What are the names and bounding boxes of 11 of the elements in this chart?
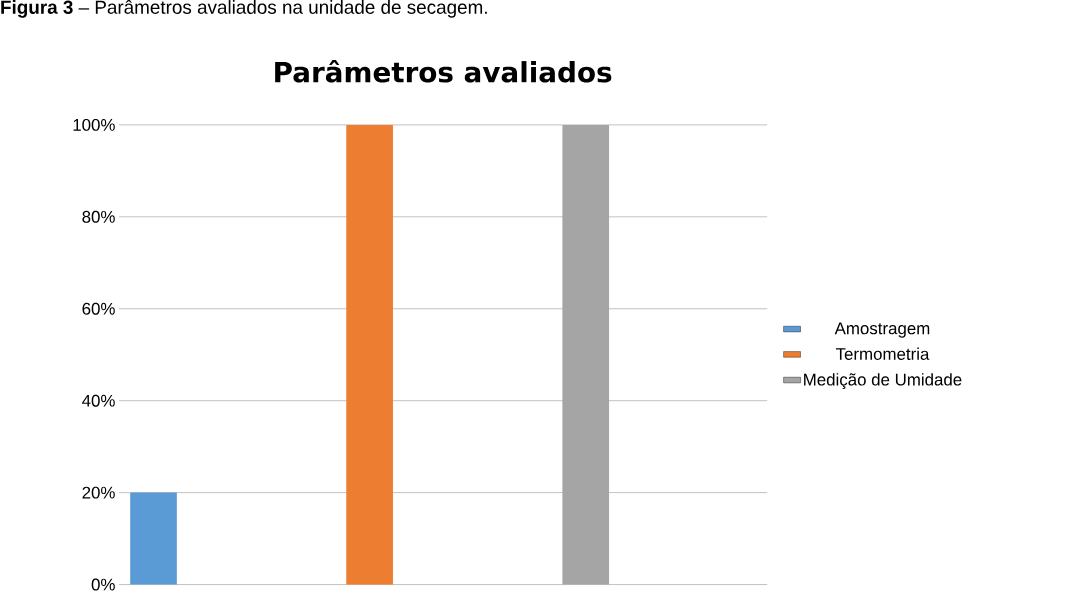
y-tick-label: 100%: [73, 118, 115, 131]
text: Figura 3 – Parâmetros avaliados na unidade de secagem.: [1, 0, 487, 18]
legend-label: Termometria: [835, 347, 930, 360]
chart-title: Parâmetros avaliados: [275, 59, 612, 83]
y-tick-label: 80%: [82, 210, 115, 223]
legend-label: Amostragem: [834, 322, 930, 338]
y-tick-label: 40%: [82, 394, 115, 407]
y-tick-label: 20%: [82, 486, 115, 499]
y-tick-label: 0%: [91, 578, 115, 591]
y-tick-label: 60%: [82, 302, 115, 315]
legend-label: Medição de Umidade: [804, 373, 962, 389]
